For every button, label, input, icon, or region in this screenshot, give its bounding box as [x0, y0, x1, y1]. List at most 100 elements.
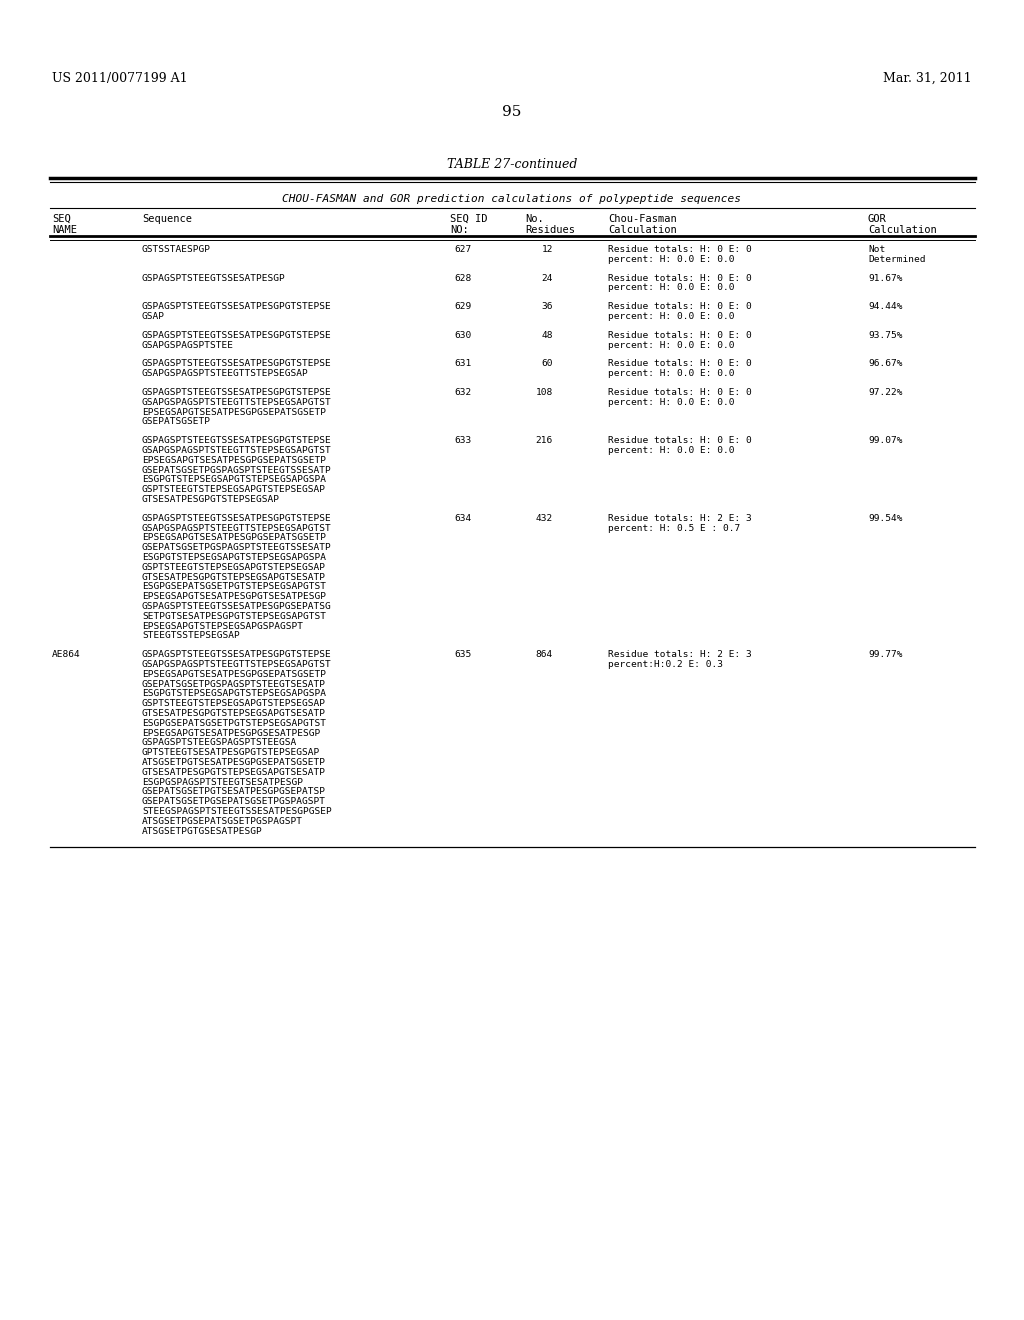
Text: EPSEGSAPGTSESATPESGPGTSESATPESGP: EPSEGSAPGTSESATPESGPGTSESATPESGP: [142, 593, 326, 601]
Text: 24: 24: [542, 273, 553, 282]
Text: GSPAGSPTSTEEGTSSESATPESGPGTSTEPSE: GSPAGSPTSTEEGTSSESATPESGPGTSTEPSE: [142, 331, 332, 339]
Text: NAME: NAME: [52, 224, 77, 235]
Text: Residue totals: H: 0 E: 0: Residue totals: H: 0 E: 0: [608, 246, 752, 253]
Text: Calculation: Calculation: [608, 224, 677, 235]
Text: 94.44%: 94.44%: [868, 302, 902, 312]
Text: GSPTSTEEGTSTEPSEGSAPGTSTEPSEGSAP: GSPTSTEEGTSTEPSEGSAPGTSTEPSEGSAP: [142, 486, 326, 494]
Text: 48: 48: [542, 331, 553, 339]
Text: SETPGTSESATPESGPGTSTEPSEGSAPGTST: SETPGTSESATPESGPGTSTEPSEGSAPGTST: [142, 611, 326, 620]
Text: 108: 108: [536, 388, 553, 397]
Text: 95: 95: [503, 106, 521, 119]
Text: US 2011/0077199 A1: US 2011/0077199 A1: [52, 73, 187, 84]
Text: 36: 36: [542, 302, 553, 312]
Text: Residue totals: H: 2 E: 3: Residue totals: H: 2 E: 3: [608, 651, 752, 659]
Text: GSAPGSPAGSPTSTEEGTTSTEPSEGSAPGTST: GSAPGSPAGSPTSTEEGTTSTEPSEGSAPGTST: [142, 524, 332, 532]
Text: GTSESATPESGPGTSTEPSEGSAPGTSESATP: GTSESATPESGPGTSTEPSEGSAPGTSESATP: [142, 573, 326, 582]
Text: Residues: Residues: [525, 224, 575, 235]
Text: Sequence: Sequence: [142, 214, 193, 224]
Text: ESGPGTSTEPSEGSAPGTSTEPSEGSAPGSPA: ESGPGTSTEPSEGSAPGTSTEPSEGSAPGSPA: [142, 689, 326, 698]
Text: percent:H:0.2 E: 0.3: percent:H:0.2 E: 0.3: [608, 660, 723, 669]
Text: 99.54%: 99.54%: [868, 513, 902, 523]
Text: Calculation: Calculation: [868, 224, 937, 235]
Text: percent: H: 0.0 E: 0.0: percent: H: 0.0 E: 0.0: [608, 446, 734, 455]
Text: 629: 629: [455, 302, 472, 312]
Text: 97.22%: 97.22%: [868, 388, 902, 397]
Text: Determined: Determined: [868, 255, 926, 264]
Text: GTSESATPESGPGTSTEPSEGSAPGTSESATP: GTSESATPESGPGTSTEPSEGSAPGTSESATP: [142, 768, 326, 776]
Text: EPSEGSAPGTSESATPESGPGSEPATSGSETP: EPSEGSAPGTSESATPESGPGSEPATSGSETP: [142, 533, 326, 543]
Text: CHOU-FASMAN and GOR prediction calculations of polypeptide sequences: CHOU-FASMAN and GOR prediction calculati…: [283, 194, 741, 205]
Text: percent: H: 0.0 E: 0.0: percent: H: 0.0 E: 0.0: [608, 370, 734, 379]
Text: Not: Not: [868, 246, 886, 253]
Text: SEQ ID: SEQ ID: [450, 214, 487, 224]
Text: 91.67%: 91.67%: [868, 273, 902, 282]
Text: Residue totals: H: 0 E: 0: Residue totals: H: 0 E: 0: [608, 388, 752, 397]
Text: GSEPATSGSETPGSPAGSPTSTEEGTSSESATP: GSEPATSGSETPGSPAGSPTSTEEGTSSESATP: [142, 466, 332, 475]
Text: GSPAGSPTSTEEGTSSESATPESGPGTSTEPSE: GSPAGSPTSTEEGTSSESATPESGPGTSTEPSE: [142, 436, 332, 445]
Text: 632: 632: [455, 388, 472, 397]
Text: 628: 628: [455, 273, 472, 282]
Text: GTSESATPESGPGTSTEPSEGSAPGTSESATP: GTSESATPESGPGTSTEPSEGSAPGTSESATP: [142, 709, 326, 718]
Text: percent: H: 0.0 E: 0.0: percent: H: 0.0 E: 0.0: [608, 397, 734, 407]
Text: 60: 60: [542, 359, 553, 368]
Text: GTSESATPESGPGTSTEPSEGSAP: GTSESATPESGPGTSTEPSEGSAP: [142, 495, 280, 504]
Text: ESGPGSPAGSPTSTEEGTSESATPESGP: ESGPGSPAGSPTSTEEGTSESATPESGP: [142, 777, 303, 787]
Text: GSAPGSPAGSPTSTEE: GSAPGSPAGSPTSTEE: [142, 341, 234, 350]
Text: 631: 631: [455, 359, 472, 368]
Text: GSPAGSPTSTEEGTSSESATPESGPGSEPATSG: GSPAGSPTSTEEGTSSESATPESGPGSEPATSG: [142, 602, 332, 611]
Text: 96.67%: 96.67%: [868, 359, 902, 368]
Text: TABLE 27-continued: TABLE 27-continued: [446, 158, 578, 172]
Text: Residue totals: H: 2 E: 3: Residue totals: H: 2 E: 3: [608, 513, 752, 523]
Text: NO:: NO:: [450, 224, 469, 235]
Text: EPSEGSAPGTSESATPESGPGSEPATSGSETP: EPSEGSAPGTSESATPESGPGSEPATSGSETP: [142, 455, 326, 465]
Text: Residue totals: H: 0 E: 0: Residue totals: H: 0 E: 0: [608, 436, 752, 445]
Text: GSPAGSPTSTEEGSPAGSPTSTEEGSA: GSPAGSPTSTEEGSPAGSPTSTEEGSA: [142, 738, 297, 747]
Text: 627: 627: [455, 246, 472, 253]
Text: EPSEGSAPGTSTEPSEGSAPGSPAGSPT: EPSEGSAPGTSTEPSEGSAPGSPAGSPT: [142, 622, 303, 631]
Text: 99.07%: 99.07%: [868, 436, 902, 445]
Text: GSTSSTAESPGP: GSTSSTAESPGP: [142, 246, 211, 253]
Text: EPSEGSAPGTSESATPESGPGSESATPESGP: EPSEGSAPGTSESATPESGPGSESATPESGP: [142, 729, 321, 738]
Text: 99.77%: 99.77%: [868, 651, 902, 659]
Text: ATSGSETPGTGSESATPESGP: ATSGSETPGTGSESATPESGP: [142, 826, 263, 836]
Text: EPSEGSAPGTSESATPESGPGSEPATSGSETP: EPSEGSAPGTSESATPESGPGSEPATSGSETP: [142, 669, 326, 678]
Text: GSPTSTEEGTSTEPSEGSAPGTSTEPSEGSAP: GSPTSTEEGTSTEPSEGSAPGTSTEPSEGSAP: [142, 562, 326, 572]
Text: SEQ: SEQ: [52, 214, 71, 224]
Text: 93.75%: 93.75%: [868, 331, 902, 339]
Text: percent: H: 0.5 E : 0.7: percent: H: 0.5 E : 0.7: [608, 524, 740, 532]
Text: GSAP: GSAP: [142, 312, 165, 321]
Text: 864: 864: [536, 651, 553, 659]
Text: AE864: AE864: [52, 651, 81, 659]
Text: 630: 630: [455, 331, 472, 339]
Text: GSEPATSGSETPGTSESATPESGPGSEPATSP: GSEPATSGSETPGTSESATPESGPGSEPATSP: [142, 788, 326, 796]
Text: Residue totals: H: 0 E: 0: Residue totals: H: 0 E: 0: [608, 359, 752, 368]
Text: GSAPGSPAGSPTSTEEGTTSTEPSEGSAPGTST: GSAPGSPAGSPTSTEEGTTSTEPSEGSAPGTST: [142, 660, 332, 669]
Text: GSAPGSPAGSPTSTEEGTTSTEPSEGSAPGTST: GSAPGSPAGSPTSTEEGTTSTEPSEGSAPGTST: [142, 446, 332, 455]
Text: Residue totals: H: 0 E: 0: Residue totals: H: 0 E: 0: [608, 331, 752, 339]
Text: GSAPGSPAGSPTSTEEGTTSTEPSEGSAP: GSAPGSPAGSPTSTEEGTTSTEPSEGSAP: [142, 370, 309, 379]
Text: EPSEGSAPGTSESATPESGPGSEPATSGSETP: EPSEGSAPGTSESATPESGPGSEPATSGSETP: [142, 408, 326, 417]
Text: percent: H: 0.0 E: 0.0: percent: H: 0.0 E: 0.0: [608, 255, 734, 264]
Text: percent: H: 0.0 E: 0.0: percent: H: 0.0 E: 0.0: [608, 284, 734, 293]
Text: ATSGSETPGSEPATSGSETPGSPAGSPT: ATSGSETPGSEPATSGSETPGSPAGSPT: [142, 817, 303, 826]
Text: Residue totals: H: 0 E: 0: Residue totals: H: 0 E: 0: [608, 273, 752, 282]
Text: 216: 216: [536, 436, 553, 445]
Text: No.: No.: [525, 214, 544, 224]
Text: 432: 432: [536, 513, 553, 523]
Text: GSPAGSPTSTEEGTSSESATPESGPGTSTEPSE: GSPAGSPTSTEEGTSSESATPESGPGTSTEPSE: [142, 388, 332, 397]
Text: STEEGSPAGSPTSTEEGTSSESATPESGPGSEP: STEEGSPAGSPTSTEEGTSSESATPESGPGSEP: [142, 807, 332, 816]
Text: GSAPGSPAGSPTSTEEGTTSTEPSEGSAPGTST: GSAPGSPAGSPTSTEEGTTSTEPSEGSAPGTST: [142, 397, 332, 407]
Text: Mar. 31, 2011: Mar. 31, 2011: [884, 73, 972, 84]
Text: GSEPATSGSETPGSPAGSPTSTEEGTSSESATP: GSEPATSGSETPGSPAGSPTSTEEGTSSESATP: [142, 544, 332, 552]
Text: GSEPATSGSETPGSPAGSPTSTEEGTSESATP: GSEPATSGSETPGSPAGSPTSTEEGTSESATP: [142, 680, 326, 689]
Text: ATSGSETPGTSESATPESGPGSEPATSGSETP: ATSGSETPGTSESATPESGPGSEPATSGSETP: [142, 758, 326, 767]
Text: ESGPGSEPATSGSETPGTSTEPSEGSAPGTST: ESGPGSEPATSGSETPGTSTEPSEGSAPGTST: [142, 719, 326, 727]
Text: 12: 12: [542, 246, 553, 253]
Text: percent: H: 0.0 E: 0.0: percent: H: 0.0 E: 0.0: [608, 312, 734, 321]
Text: 635: 635: [455, 651, 472, 659]
Text: 634: 634: [455, 513, 472, 523]
Text: GSPAGSPTSTEEGTSSESATPESGPGTSTEPSE: GSPAGSPTSTEEGTSSESATPESGPGTSTEPSE: [142, 302, 332, 312]
Text: GSPAGSPTSTEEGTSSESATPESGPGTSTEPSE: GSPAGSPTSTEEGTSSESATPESGPGTSTEPSE: [142, 513, 332, 523]
Text: ESGPGTSTEPSEGSAPGTSTEPSEGSAPGSPA: ESGPGTSTEPSEGSAPGTSTEPSEGSAPGSPA: [142, 475, 326, 484]
Text: percent: H: 0.0 E: 0.0: percent: H: 0.0 E: 0.0: [608, 341, 734, 350]
